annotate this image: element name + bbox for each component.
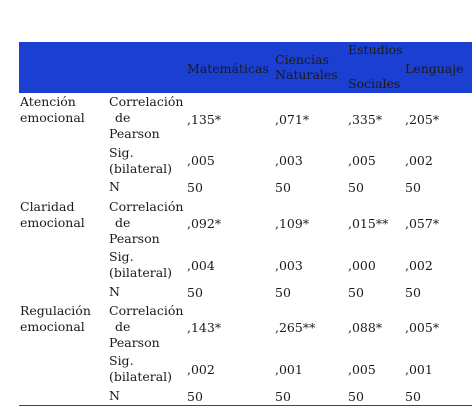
cell-value: 50 (187, 285, 203, 300)
col-header-ciencias-line2: Naturales (275, 67, 338, 82)
cell-value: ,003 (275, 153, 303, 168)
cell-value: ,002 (187, 362, 215, 377)
stat-label-sig-line2: (bilateral) (109, 369, 173, 384)
cell-value: ,205* (405, 112, 440, 127)
cell-value: 50 (405, 180, 421, 195)
table-header (19, 42, 472, 93)
group-name-line2: emocional (20, 319, 85, 334)
cell-value: ,335* (348, 112, 383, 127)
col-header-estudios-line1: Estudios (348, 42, 403, 57)
stat-label-sig-line2: (bilateral) (109, 265, 173, 280)
group-name-line1: Atención (20, 94, 76, 109)
cell-value: ,005 (187, 153, 215, 168)
stat-label-corr-line2: de (115, 319, 131, 334)
cell-value: 50 (348, 180, 364, 195)
cell-value: 50 (275, 285, 291, 300)
col-header-matematicas: Matemáticas (187, 61, 269, 76)
cell-value: 50 (275, 389, 291, 404)
stat-label-sig-line1: Sig. (109, 145, 134, 160)
stat-label-corr-line3: Pearson (109, 231, 160, 246)
cell-value: ,001 (405, 362, 433, 377)
cell-value: ,005 (348, 153, 376, 168)
cell-value: ,057* (405, 216, 440, 231)
stat-label-sig-line1: Sig. (109, 249, 134, 264)
cell-value: ,092* (187, 216, 222, 231)
cell-value: 50 (275, 180, 291, 195)
stat-label-n: N (109, 388, 120, 403)
cell-value: ,003 (275, 258, 303, 273)
cell-value: ,071* (275, 112, 310, 127)
cell-value: 50 (187, 180, 203, 195)
cell-value: ,001 (275, 362, 303, 377)
cell-value: ,015** (348, 216, 389, 231)
cell-value: 50 (405, 285, 421, 300)
group-name-line1: Regulación (20, 303, 91, 318)
group-name-line1: Claridad (20, 199, 75, 214)
group-name-line2: emocional (20, 110, 85, 125)
cell-value: ,088* (348, 320, 383, 335)
group-name-line2: emocional (20, 215, 85, 230)
stat-label-sig-line2: (bilateral) (109, 161, 173, 176)
cell-value: ,002 (405, 258, 433, 273)
stat-label-n: N (109, 179, 120, 194)
cell-value: ,004 (187, 258, 215, 273)
cell-value: 50 (348, 285, 364, 300)
stat-label-corr-line3: Pearson (109, 335, 160, 350)
cell-value: ,109* (275, 216, 310, 231)
stat-label-corr-line1: Correlación (109, 199, 184, 214)
stat-label-corr-line2: de (115, 215, 131, 230)
cell-value: ,135* (187, 112, 222, 127)
col-header-lenguaje: Lenguaje (405, 61, 464, 76)
stat-label-corr-line3: Pearson (109, 126, 160, 141)
cell-value: ,000 (348, 258, 376, 273)
stat-label-corr-line1: Correlación (109, 94, 184, 109)
cell-value: ,002 (405, 153, 433, 168)
cell-value: 50 (187, 389, 203, 404)
table-bottom-rule (19, 405, 472, 406)
cell-value: 50 (405, 389, 421, 404)
col-header-estudios-line2: Sociales (348, 76, 401, 91)
cell-value: ,005 (348, 362, 376, 377)
cell-value: ,265** (275, 320, 316, 335)
cell-value: ,143* (187, 320, 222, 335)
stat-label-corr-line1: Correlación (109, 303, 184, 318)
stat-label-n: N (109, 284, 120, 299)
cell-value: ,005* (405, 320, 440, 335)
cell-value: 50 (348, 389, 364, 404)
stat-label-sig-line1: Sig. (109, 353, 134, 368)
stat-label-corr-line2: de (115, 110, 131, 125)
col-header-ciencias-line1: Ciencias (275, 52, 329, 67)
